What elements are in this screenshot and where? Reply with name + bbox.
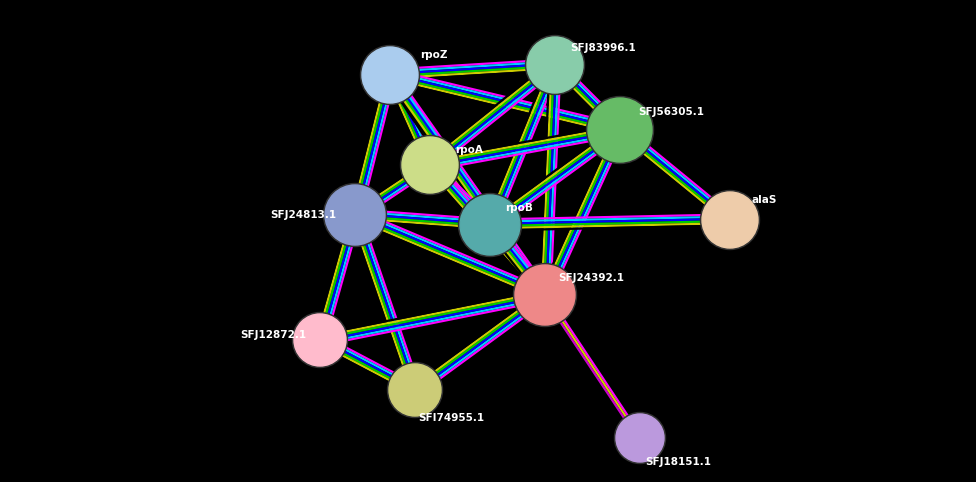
Text: SFJ12872.1: SFJ12872.1 [240, 330, 306, 340]
Circle shape [293, 312, 347, 367]
Circle shape [362, 47, 418, 103]
Text: rpoA: rpoA [455, 145, 483, 155]
Circle shape [702, 192, 758, 248]
Circle shape [400, 135, 460, 195]
Circle shape [513, 264, 577, 326]
Text: SFJ56305.1: SFJ56305.1 [638, 107, 704, 117]
Text: SFJ24813.1: SFJ24813.1 [270, 210, 336, 220]
Circle shape [459, 193, 521, 256]
Circle shape [527, 37, 583, 93]
Text: SFI74955.1: SFI74955.1 [418, 413, 484, 423]
Circle shape [402, 137, 458, 193]
Circle shape [323, 184, 386, 246]
Circle shape [701, 190, 759, 250]
Circle shape [360, 45, 420, 105]
Text: SFJ18151.1: SFJ18151.1 [645, 457, 711, 467]
Circle shape [587, 96, 654, 163]
Circle shape [325, 185, 385, 245]
Text: rpoZ: rpoZ [420, 50, 448, 60]
Text: SFJ24392.1: SFJ24392.1 [558, 273, 624, 283]
Circle shape [389, 364, 441, 416]
Circle shape [387, 362, 442, 417]
Text: alaS: alaS [752, 195, 777, 205]
Circle shape [616, 414, 664, 462]
Circle shape [615, 413, 666, 464]
Circle shape [515, 265, 575, 325]
Circle shape [294, 314, 346, 366]
Circle shape [588, 98, 652, 162]
Text: SFJ83996.1: SFJ83996.1 [570, 43, 635, 53]
Text: rpoB: rpoB [505, 203, 533, 213]
Circle shape [460, 195, 520, 255]
Circle shape [525, 36, 585, 94]
